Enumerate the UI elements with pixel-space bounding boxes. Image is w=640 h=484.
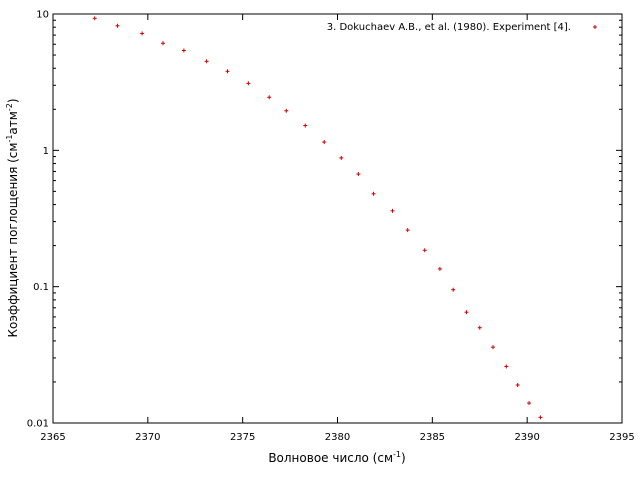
legend: 3. Dokuchaev A.B., et al. (1980). Experi… [327,22,597,33]
data-point [371,191,376,196]
data-point [246,81,251,86]
data-point [204,59,209,64]
data-point [477,325,482,330]
data-point [356,172,361,177]
data-point [267,95,272,100]
x-axis-title: Волновое число (см-1) [268,450,405,465]
data-point [437,266,442,271]
data-point [284,108,289,113]
y-axis-title-sup-2: -2 [5,103,14,111]
data-point [92,16,97,21]
legend-label: 3. Dokuchaev A.B., et al. (1980). Experi… [327,22,571,33]
data-point [181,48,186,53]
y-axis-title-part-2: атм [6,111,20,134]
legend-marker [593,25,597,29]
y-tick-label: 10 [36,10,49,21]
data-point [527,401,532,406]
data-point [422,248,427,253]
y-axis-title-part-1: Коэффициент поглощения (см [6,143,20,338]
data-point [405,228,410,233]
data-point [504,364,509,369]
data-point [390,208,395,213]
y-tick-label: 0.1 [33,282,49,293]
y-tick-label: 0.01 [27,419,49,430]
y-axis-ticks: 0.01 0.1 1 10 [27,10,622,430]
x-axis-ticks: 2365 2370 2375 2380 2385 2390 2395 [40,14,635,443]
data-point [115,23,120,28]
x-tick-label: 2365 [40,432,65,443]
x-tick-label: 2395 [609,432,634,443]
y-axis-title-part-3: ) [6,98,20,103]
data-point [538,415,543,420]
y-axis-title-sup-1: -1 [5,135,14,143]
data-point [322,140,327,145]
x-axis-title-sup: -1 [393,450,401,459]
x-tick-label: 2380 [325,432,350,443]
y-tick-label: 1 [43,146,49,157]
data-point [339,155,344,160]
x-tick-label: 2370 [135,432,160,443]
data-point [515,382,520,387]
x-tick-label: 2385 [420,432,445,443]
data-point [491,345,496,350]
data-point [225,69,230,74]
legend-point [593,25,597,29]
data-point [161,41,166,46]
data-point [451,287,456,292]
data-point [303,123,308,128]
x-axis-title-tail: ) [401,451,406,465]
x-axis-title-main: Волновое число (см [268,451,393,465]
data-point [464,310,469,315]
series-points [92,16,543,420]
data-point [140,31,145,36]
plot-frame [52,13,623,424]
y-axis-title: Коэффициент поглощения (см-1атм-2) [5,98,20,337]
x-tick-label: 2390 [514,432,539,443]
x-tick-label: 2375 [230,432,255,443]
